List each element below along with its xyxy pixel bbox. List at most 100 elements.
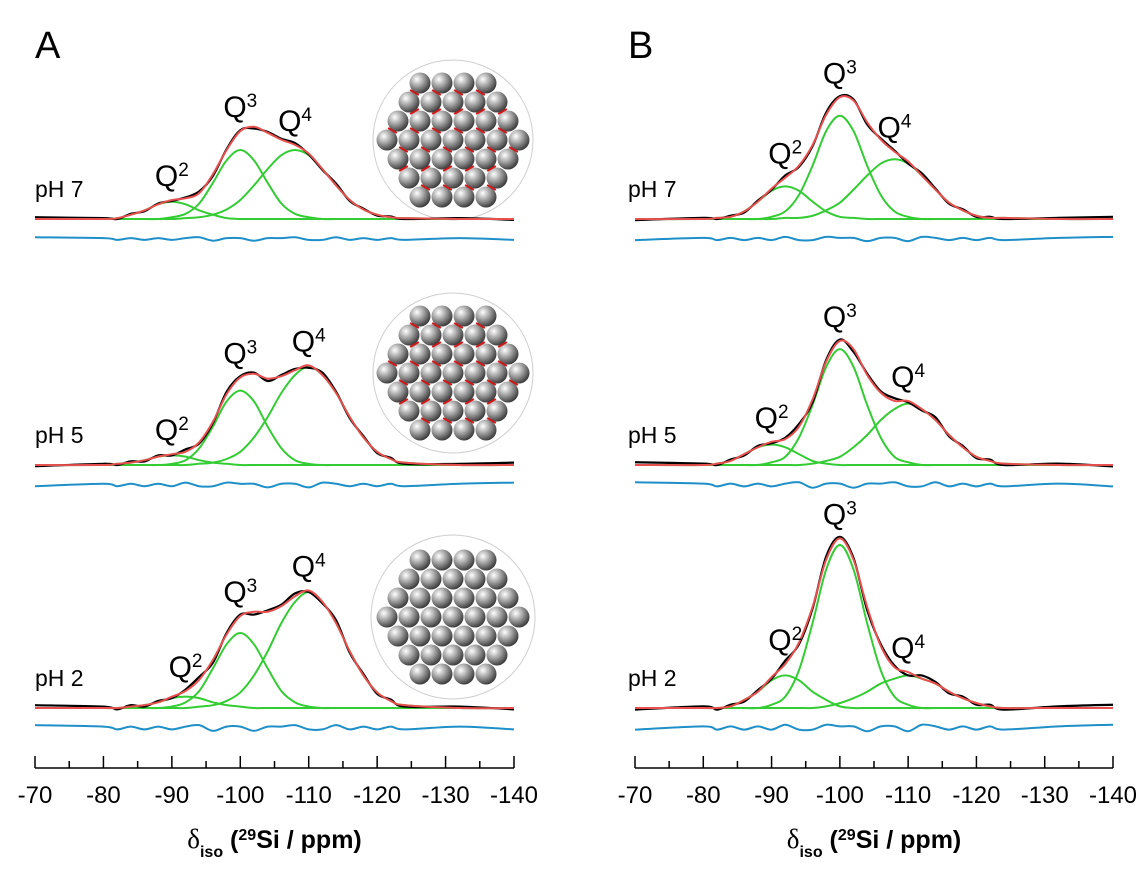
x-tick-label: -110 [885,782,931,809]
sphere [376,362,398,384]
sphere [431,148,453,170]
sphere [398,568,420,590]
peak-label-text: Q [223,576,246,609]
sphere [497,148,519,170]
linker [464,417,475,424]
linker [464,165,475,172]
peak-label-sup: 4 [915,632,926,653]
sphere [431,549,453,571]
ph-label: pH 2 [35,665,84,691]
sphere [398,400,420,422]
linker [442,184,453,191]
peak-label-text: Q [155,414,178,447]
sphere [475,381,497,403]
x-tick-label: -140 [490,782,538,809]
sphere [409,186,431,208]
peak-label: Q4 [292,550,326,584]
ph-label: pH 7 [35,176,84,202]
linker [453,89,464,96]
x-axis-label-part: 29 [838,827,856,844]
peak-label: Q3 [223,576,257,610]
particle-sketch [370,534,536,700]
sphere [409,625,431,647]
peak-label-sup: 2 [778,401,789,422]
sphere [442,129,464,151]
fit-curve [34,364,515,467]
peak-label: Q3 [823,300,857,334]
sphere [475,305,497,327]
linker [464,398,475,405]
linker [475,360,486,367]
sphere [398,606,420,628]
sphere [376,606,398,628]
peak-label-sup: 2 [178,160,189,181]
peak-label-text: Q [823,498,846,531]
linker [497,341,508,348]
panel-label: B [628,25,653,67]
sphere [486,606,508,628]
linker [453,108,464,115]
sphere [431,72,453,94]
linker [409,108,420,115]
sphere [420,606,442,628]
sphere [442,91,464,113]
x-tick-label: -110 [286,782,332,809]
peak-label-text: Q [891,361,914,394]
linker [508,146,519,153]
linker [420,417,431,424]
sphere [464,568,486,590]
sphere [486,568,508,590]
peak-label: Q3 [823,57,857,91]
sphere [387,343,409,365]
linker [486,165,497,172]
peak-label-sup: 3 [846,498,857,519]
peak-label-text: Q [223,91,246,124]
sphere [420,362,442,384]
sphere [431,625,453,647]
sphere [508,362,530,384]
sphere [409,663,431,685]
sphere [409,381,431,403]
sphere [431,587,453,609]
linker [453,360,464,367]
sphere [475,549,497,571]
peak-label: Q4 [891,360,925,394]
x-tick-label: -120 [353,782,401,809]
sphere [409,110,431,132]
peak-label-text: Q [823,57,846,90]
linker [431,341,442,348]
x-axis-label-part: 29 [238,827,256,844]
sphere [398,129,420,151]
sphere [475,110,497,132]
linker [409,322,420,329]
sphere [486,400,508,422]
peak-label: Q3 [823,498,857,532]
peak-label-sup: 3 [247,91,258,112]
x-tick-label: -130 [422,782,470,809]
sphere [431,305,453,327]
linker [420,184,431,191]
peak-label: Q4 [878,111,912,145]
sphere [431,419,453,441]
sphere [409,587,431,609]
linker [486,184,497,191]
x-axis-label: δiso (29Si / ppm) [187,824,362,861]
peak-label-sup: 4 [301,104,312,125]
sphere [508,606,530,628]
sphere [442,400,464,422]
sphere [475,625,497,647]
residual-curve [634,235,1114,243]
peak-label-sup: 3 [247,337,258,358]
sphere [475,72,497,94]
peak-label-text: Q [292,551,315,584]
component-curve [634,674,1113,710]
x-tick-label: -120 [952,782,1000,809]
peak-label-sup: 3 [247,576,258,597]
peak-label: Q4 [891,632,925,666]
sphere [409,549,431,571]
component-curve [634,674,1113,710]
sphere [453,381,475,403]
linker [486,146,497,153]
sphere [398,324,420,346]
sphere [409,72,431,94]
